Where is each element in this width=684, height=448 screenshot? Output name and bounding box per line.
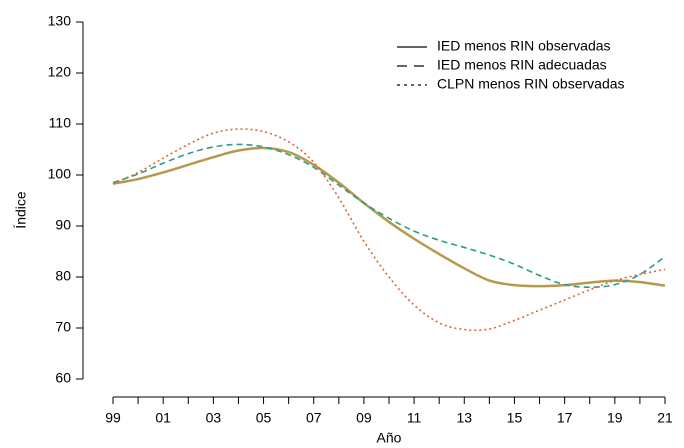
x-tick-label: 15 [507, 410, 523, 426]
x-tick-label: 07 [306, 410, 322, 426]
y-axis-label: Índice [13, 191, 29, 229]
y-tick-label: 70 [55, 319, 71, 335]
x-tick-label: 17 [557, 410, 573, 426]
x-tick-label: 01 [155, 410, 171, 426]
y-tick-label: 60 [55, 370, 71, 386]
data-line [112, 143, 666, 289]
data-line [112, 146, 666, 288]
x-tick-label: 13 [456, 410, 472, 426]
y-tick-label: 130 [48, 13, 72, 29]
y-tick-label: 80 [55, 268, 71, 284]
y-tick-label: 90 [55, 217, 71, 233]
legend-label: IED menos RIN observadas [437, 38, 611, 54]
legend-label: CLPN menos RIN observadas [437, 76, 625, 92]
y-tick-label: 120 [48, 64, 72, 80]
y-tick-label: 100 [48, 166, 72, 182]
x-axis-label: Año [377, 430, 402, 446]
x-tick-label: 11 [407, 410, 422, 426]
x-tick-label: 09 [356, 410, 372, 426]
x-tick-label: 03 [206, 410, 222, 426]
x-tick-label: 05 [256, 410, 272, 426]
legend-label: IED menos RIN adecuadas [437, 57, 607, 73]
x-tick-label: 99 [105, 410, 121, 426]
x-tick-label: 19 [607, 410, 623, 426]
data-line [112, 128, 666, 332]
y-tick-label: 110 [49, 115, 72, 131]
x-tick-label: 21 [657, 410, 673, 426]
